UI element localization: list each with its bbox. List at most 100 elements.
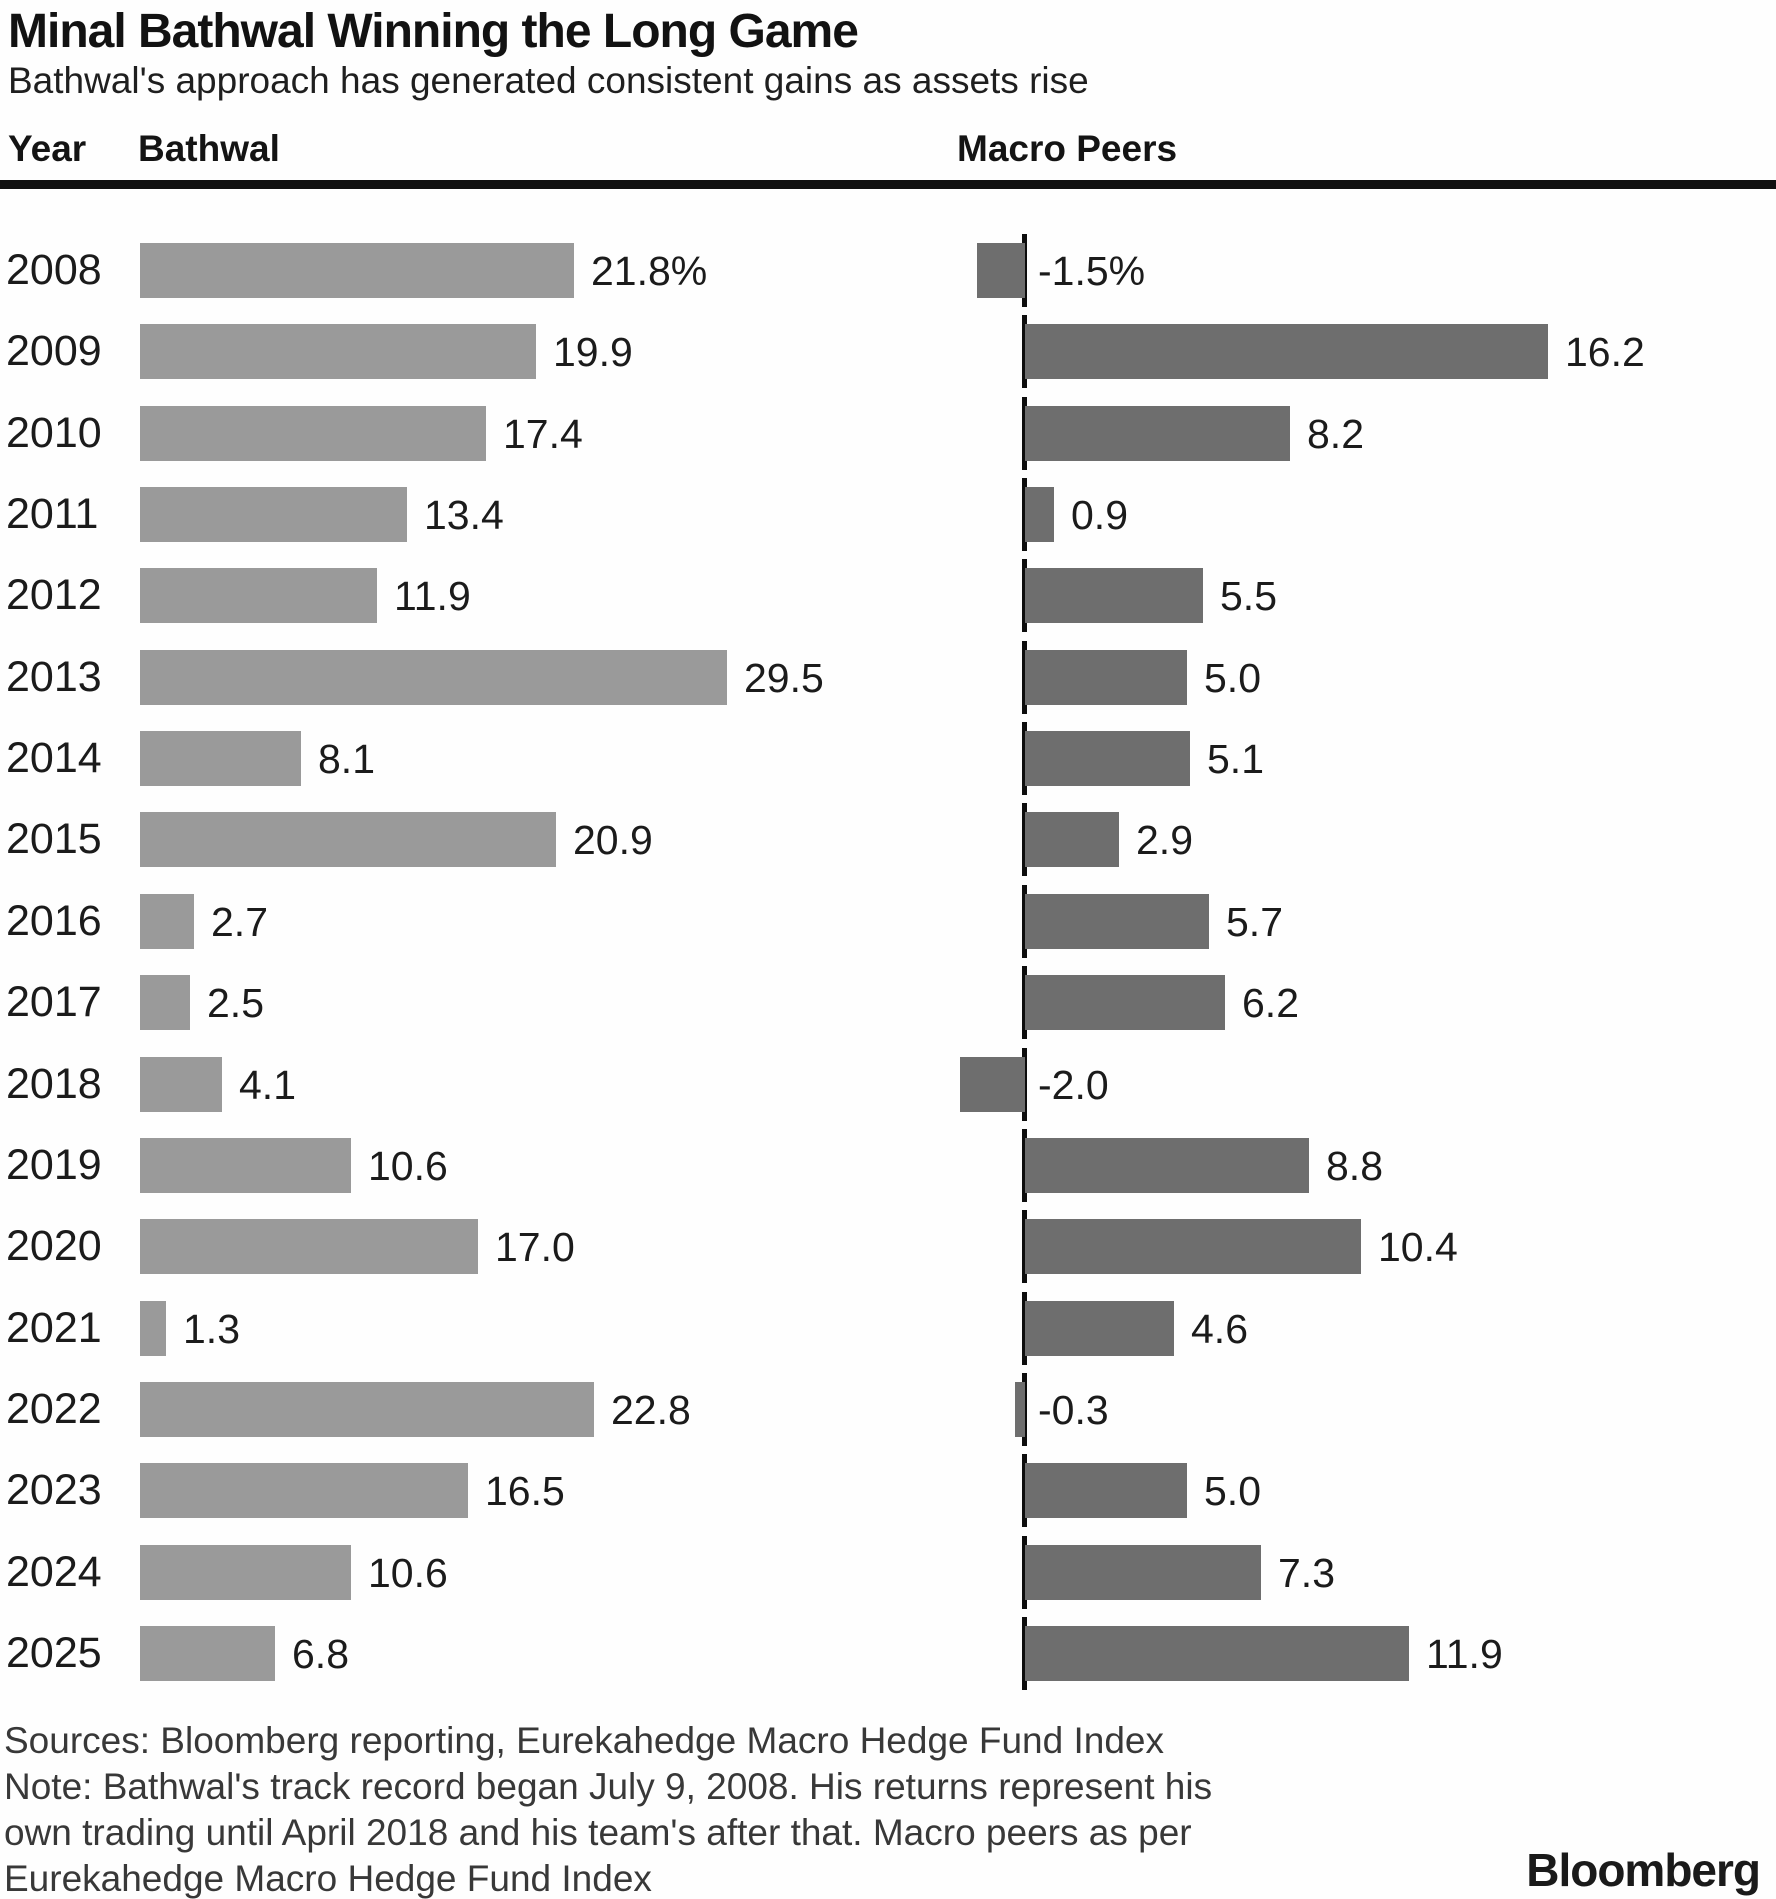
bathwal-bar bbox=[140, 975, 190, 1030]
page-title: Minal Bathwal Winning the Long Game bbox=[8, 5, 859, 58]
bathwal-bar bbox=[140, 1057, 222, 1112]
bathwal-bar bbox=[140, 1463, 468, 1518]
peers-bar bbox=[1025, 894, 1209, 949]
axis-tick bbox=[1022, 803, 1027, 876]
bathwal-bar bbox=[140, 812, 556, 867]
peers-bar bbox=[1025, 487, 1054, 542]
bathwal-bar bbox=[140, 487, 407, 542]
year-label: 2010 bbox=[6, 409, 102, 457]
bathwal-value: 13.4 bbox=[424, 492, 504, 538]
column-header-year: Year bbox=[8, 128, 87, 169]
year-label: 2020 bbox=[6, 1222, 102, 1270]
bathwal-value: 10.6 bbox=[368, 1143, 448, 1189]
bathwal-bar bbox=[140, 406, 486, 461]
bathwal-bar bbox=[140, 1138, 351, 1193]
year-label: 2024 bbox=[6, 1548, 102, 1596]
peers-value: 7.3 bbox=[1278, 1550, 1335, 1596]
year-label: 2023 bbox=[6, 1466, 102, 1514]
bathwal-bar bbox=[140, 1382, 594, 1437]
peers-bar bbox=[960, 1057, 1025, 1112]
peers-value: 2.9 bbox=[1136, 817, 1193, 863]
axis-tick bbox=[1022, 1129, 1027, 1202]
bathwal-value: 17.0 bbox=[495, 1224, 575, 1270]
axis-tick bbox=[1022, 1210, 1027, 1283]
peers-bar bbox=[1025, 1626, 1409, 1681]
footer-sources-line: Sources: Bloomberg reporting, Eurekahedg… bbox=[4, 1720, 1165, 1761]
bathwal-bar bbox=[140, 731, 301, 786]
peers-bar bbox=[1025, 812, 1119, 867]
column-header-macro-peers: Macro Peers bbox=[957, 128, 1178, 169]
peers-bar bbox=[1025, 1463, 1187, 1518]
bathwal-value: 4.1 bbox=[239, 1062, 296, 1108]
bathwal-bar bbox=[140, 1301, 166, 1356]
peers-value: 5.0 bbox=[1204, 655, 1261, 701]
axis-tick bbox=[1022, 1617, 1027, 1690]
axis-tick bbox=[1022, 885, 1027, 958]
year-label: 2025 bbox=[6, 1629, 102, 1677]
bathwal-value: 11.9 bbox=[394, 573, 471, 619]
bathwal-value: 22.8 bbox=[611, 1387, 691, 1433]
axis-tick bbox=[1022, 722, 1027, 795]
year-label: 2016 bbox=[6, 897, 102, 945]
peers-bar bbox=[1025, 1219, 1361, 1274]
peers-value: -2.0 bbox=[1038, 1062, 1109, 1108]
year-label: 2008 bbox=[6, 246, 102, 294]
bathwal-value: 21.8% bbox=[591, 248, 708, 294]
axis-tick bbox=[1022, 1454, 1027, 1527]
column-header-bathwal: Bathwal bbox=[138, 128, 280, 169]
footer-note-line-2: own trading until April 2018 and his tea… bbox=[4, 1812, 1192, 1853]
year-label: 2022 bbox=[6, 1385, 102, 1433]
peers-value: 8.2 bbox=[1307, 411, 1364, 457]
peers-bar bbox=[1025, 650, 1187, 705]
peers-bar bbox=[1025, 406, 1290, 461]
peers-value: 16.2 bbox=[1565, 329, 1645, 375]
bathwal-bar bbox=[140, 1626, 275, 1681]
year-label: 2021 bbox=[6, 1304, 102, 1352]
header-rule bbox=[0, 180, 1776, 189]
year-label: 2017 bbox=[6, 978, 102, 1026]
peers-value: 8.8 bbox=[1326, 1143, 1383, 1189]
peers-bar bbox=[1025, 1301, 1174, 1356]
bathwal-value: 1.3 bbox=[183, 1306, 240, 1352]
peers-value: 11.9 bbox=[1426, 1631, 1503, 1677]
peers-value: 5.7 bbox=[1226, 899, 1283, 945]
peers-bar bbox=[1025, 324, 1548, 379]
peers-bar bbox=[1025, 568, 1203, 623]
bathwal-bar bbox=[140, 568, 377, 623]
axis-tick bbox=[1022, 966, 1027, 1039]
bathwal-bar bbox=[140, 894, 194, 949]
year-label: 2014 bbox=[6, 734, 102, 782]
page-subtitle: Bathwal's approach has generated consist… bbox=[8, 60, 1089, 101]
axis-tick bbox=[1022, 1292, 1027, 1365]
year-label: 2012 bbox=[6, 571, 102, 619]
bathwal-bar bbox=[140, 1545, 351, 1600]
year-label: 2011 bbox=[6, 490, 99, 538]
peers-value: -1.5% bbox=[1038, 248, 1146, 294]
bathwal-value: 2.7 bbox=[211, 899, 268, 945]
year-label: 2015 bbox=[6, 815, 102, 863]
peers-bar bbox=[1025, 975, 1225, 1030]
peers-bar bbox=[977, 243, 1025, 298]
year-label: 2018 bbox=[6, 1060, 102, 1108]
year-label: 2013 bbox=[6, 653, 102, 701]
peers-bar bbox=[1025, 1138, 1309, 1193]
bathwal-value: 2.5 bbox=[207, 980, 264, 1026]
axis-tick bbox=[1022, 397, 1027, 470]
bathwal-value: 17.4 bbox=[503, 411, 583, 457]
bathwal-value: 10.6 bbox=[368, 1550, 448, 1596]
peers-value: 4.6 bbox=[1191, 1306, 1248, 1352]
peers-bar bbox=[1025, 731, 1190, 786]
bathwal-bar bbox=[140, 243, 574, 298]
bloomberg-logo: Bloomberg bbox=[1526, 1844, 1761, 1896]
year-label: 2009 bbox=[6, 327, 102, 375]
axis-tick bbox=[1022, 1536, 1027, 1609]
bathwal-value: 19.9 bbox=[553, 329, 633, 375]
bathwal-value: 6.8 bbox=[292, 1631, 349, 1677]
peers-value: 0.9 bbox=[1071, 492, 1128, 538]
peers-value: 5.5 bbox=[1220, 573, 1277, 619]
axis-tick bbox=[1022, 641, 1027, 714]
bathwal-bar bbox=[140, 324, 536, 379]
axis-tick bbox=[1022, 478, 1027, 551]
